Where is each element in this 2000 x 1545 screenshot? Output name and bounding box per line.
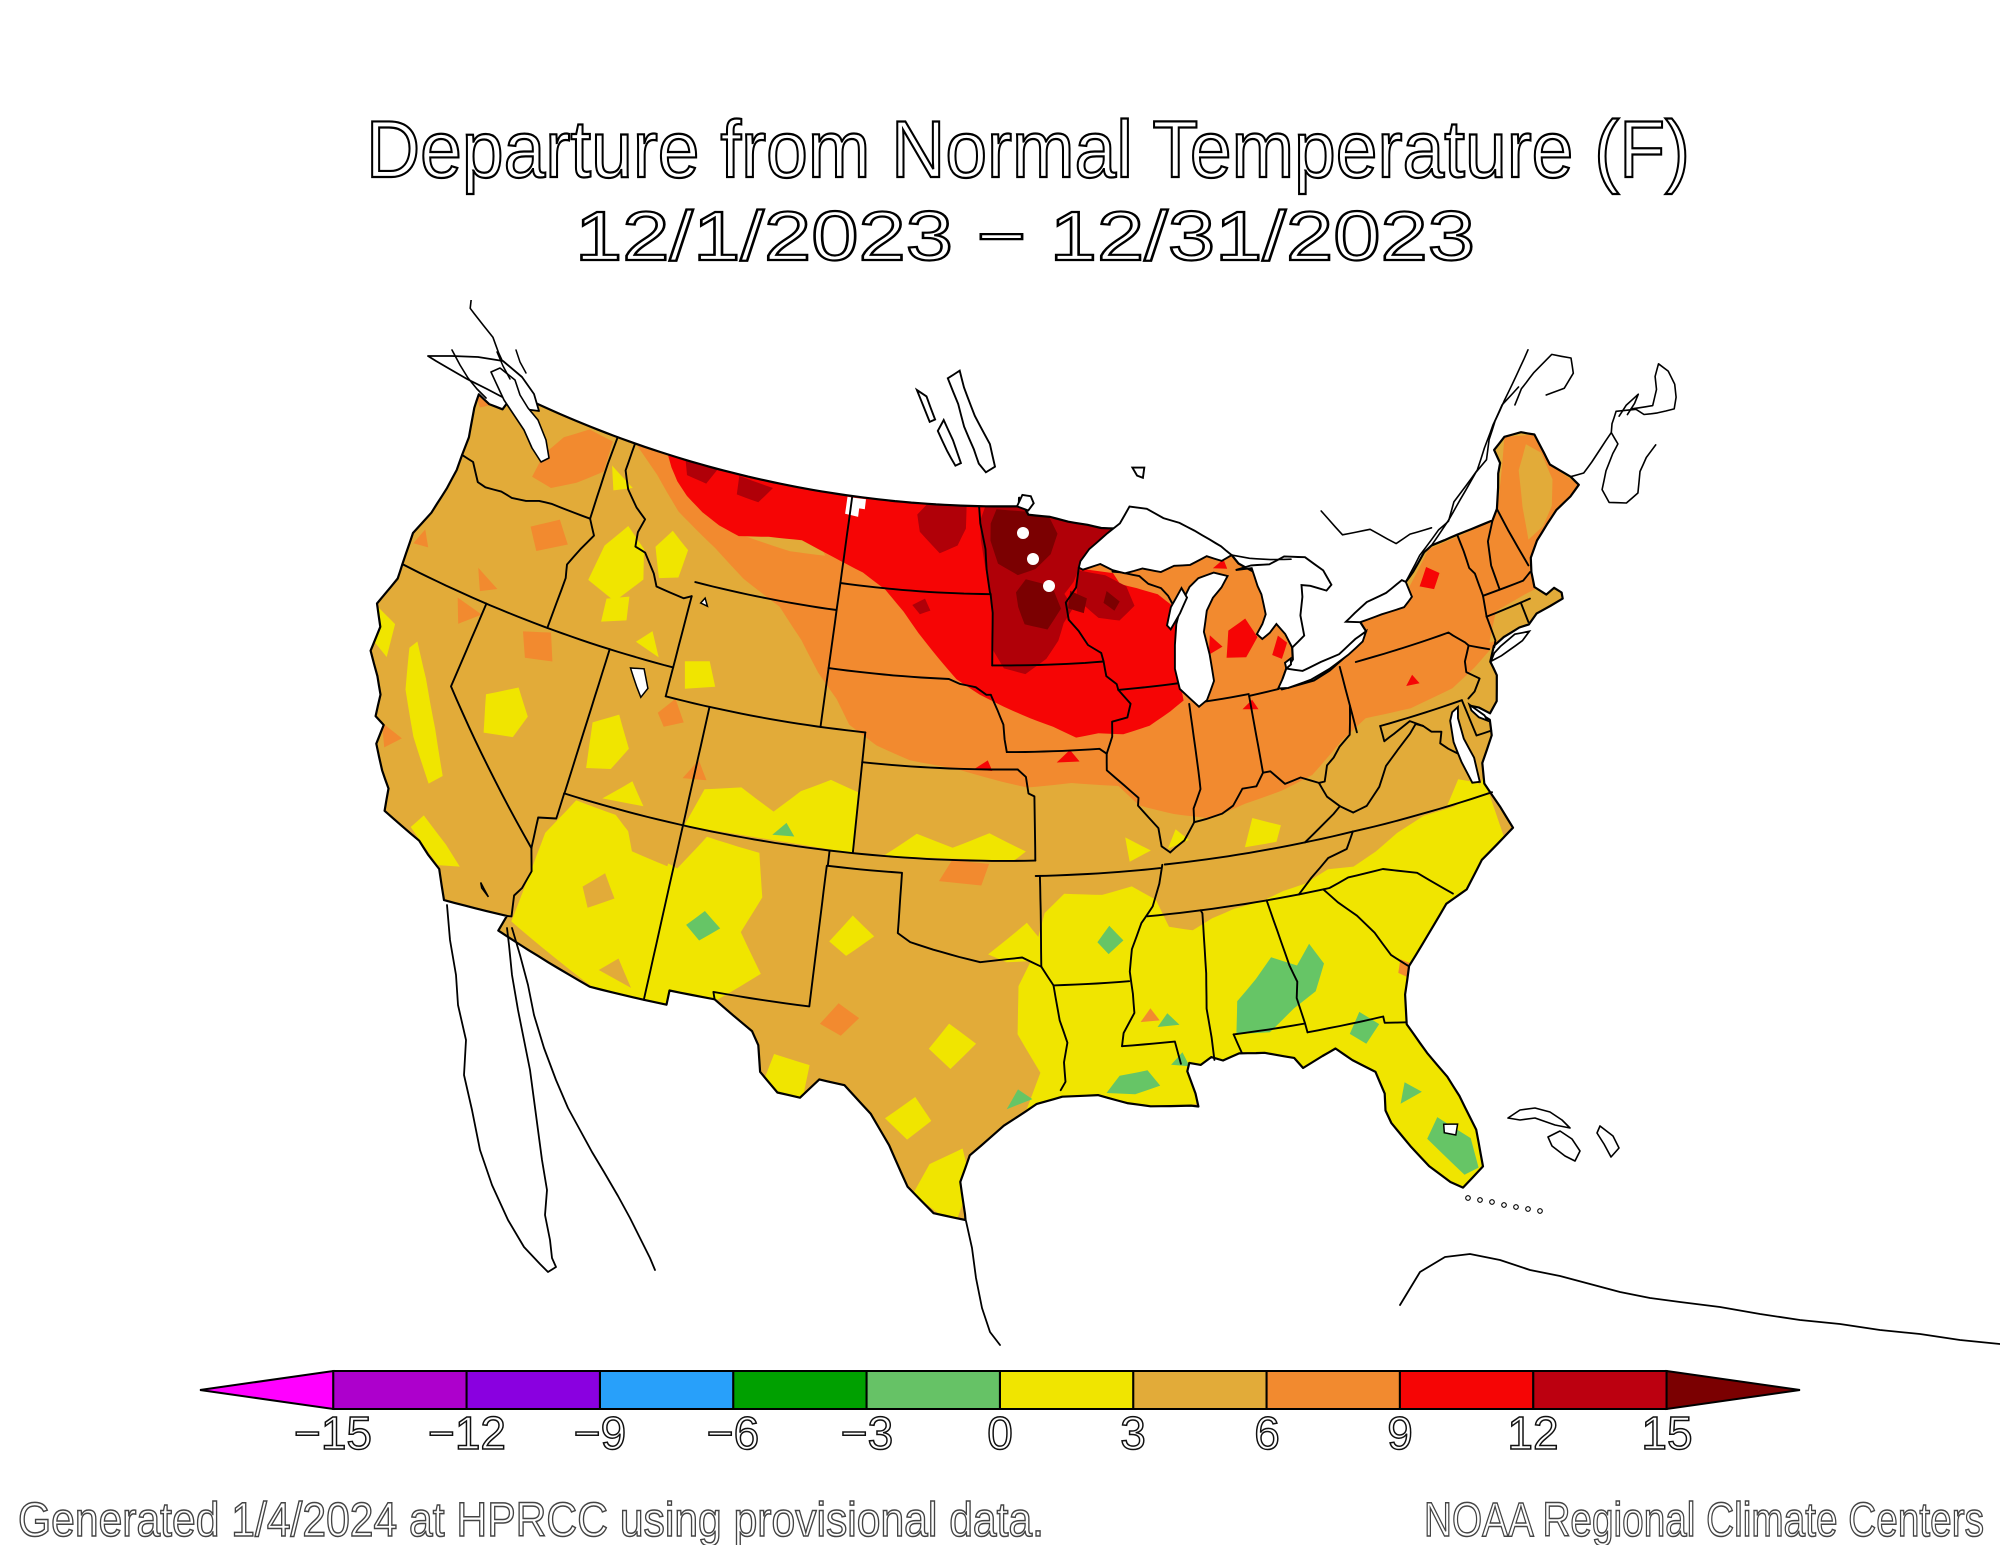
svg-text:−9: −9 <box>574 1407 626 1459</box>
svg-text:15: 15 <box>1641 1407 1692 1459</box>
svg-text:NOAA Regional Climate Centers: NOAA Regional Climate Centers <box>1424 1494 1984 1545</box>
svg-text:−12: −12 <box>428 1407 506 1459</box>
svg-text:Departure from Normal Temperat: Departure from Normal Temperature (F) <box>366 105 1690 195</box>
svg-text:Generated 1/4/2024 at HPRCC us: Generated 1/4/2024 at HPRCC using provis… <box>18 1494 1044 1545</box>
svg-text:9: 9 <box>1387 1407 1413 1459</box>
svg-text:6: 6 <box>1254 1407 1280 1459</box>
svg-text:0: 0 <box>987 1407 1013 1459</box>
svg-text:−3: −3 <box>841 1407 893 1459</box>
svg-text:12: 12 <box>1507 1407 1558 1459</box>
svg-text:3: 3 <box>1120 1407 1146 1459</box>
svg-text:12/1/2023 − 12/31/2023: 12/1/2023 − 12/31/2023 <box>575 197 1475 275</box>
svg-text:−6: −6 <box>707 1407 759 1459</box>
svg-text:−15: −15 <box>294 1407 372 1459</box>
